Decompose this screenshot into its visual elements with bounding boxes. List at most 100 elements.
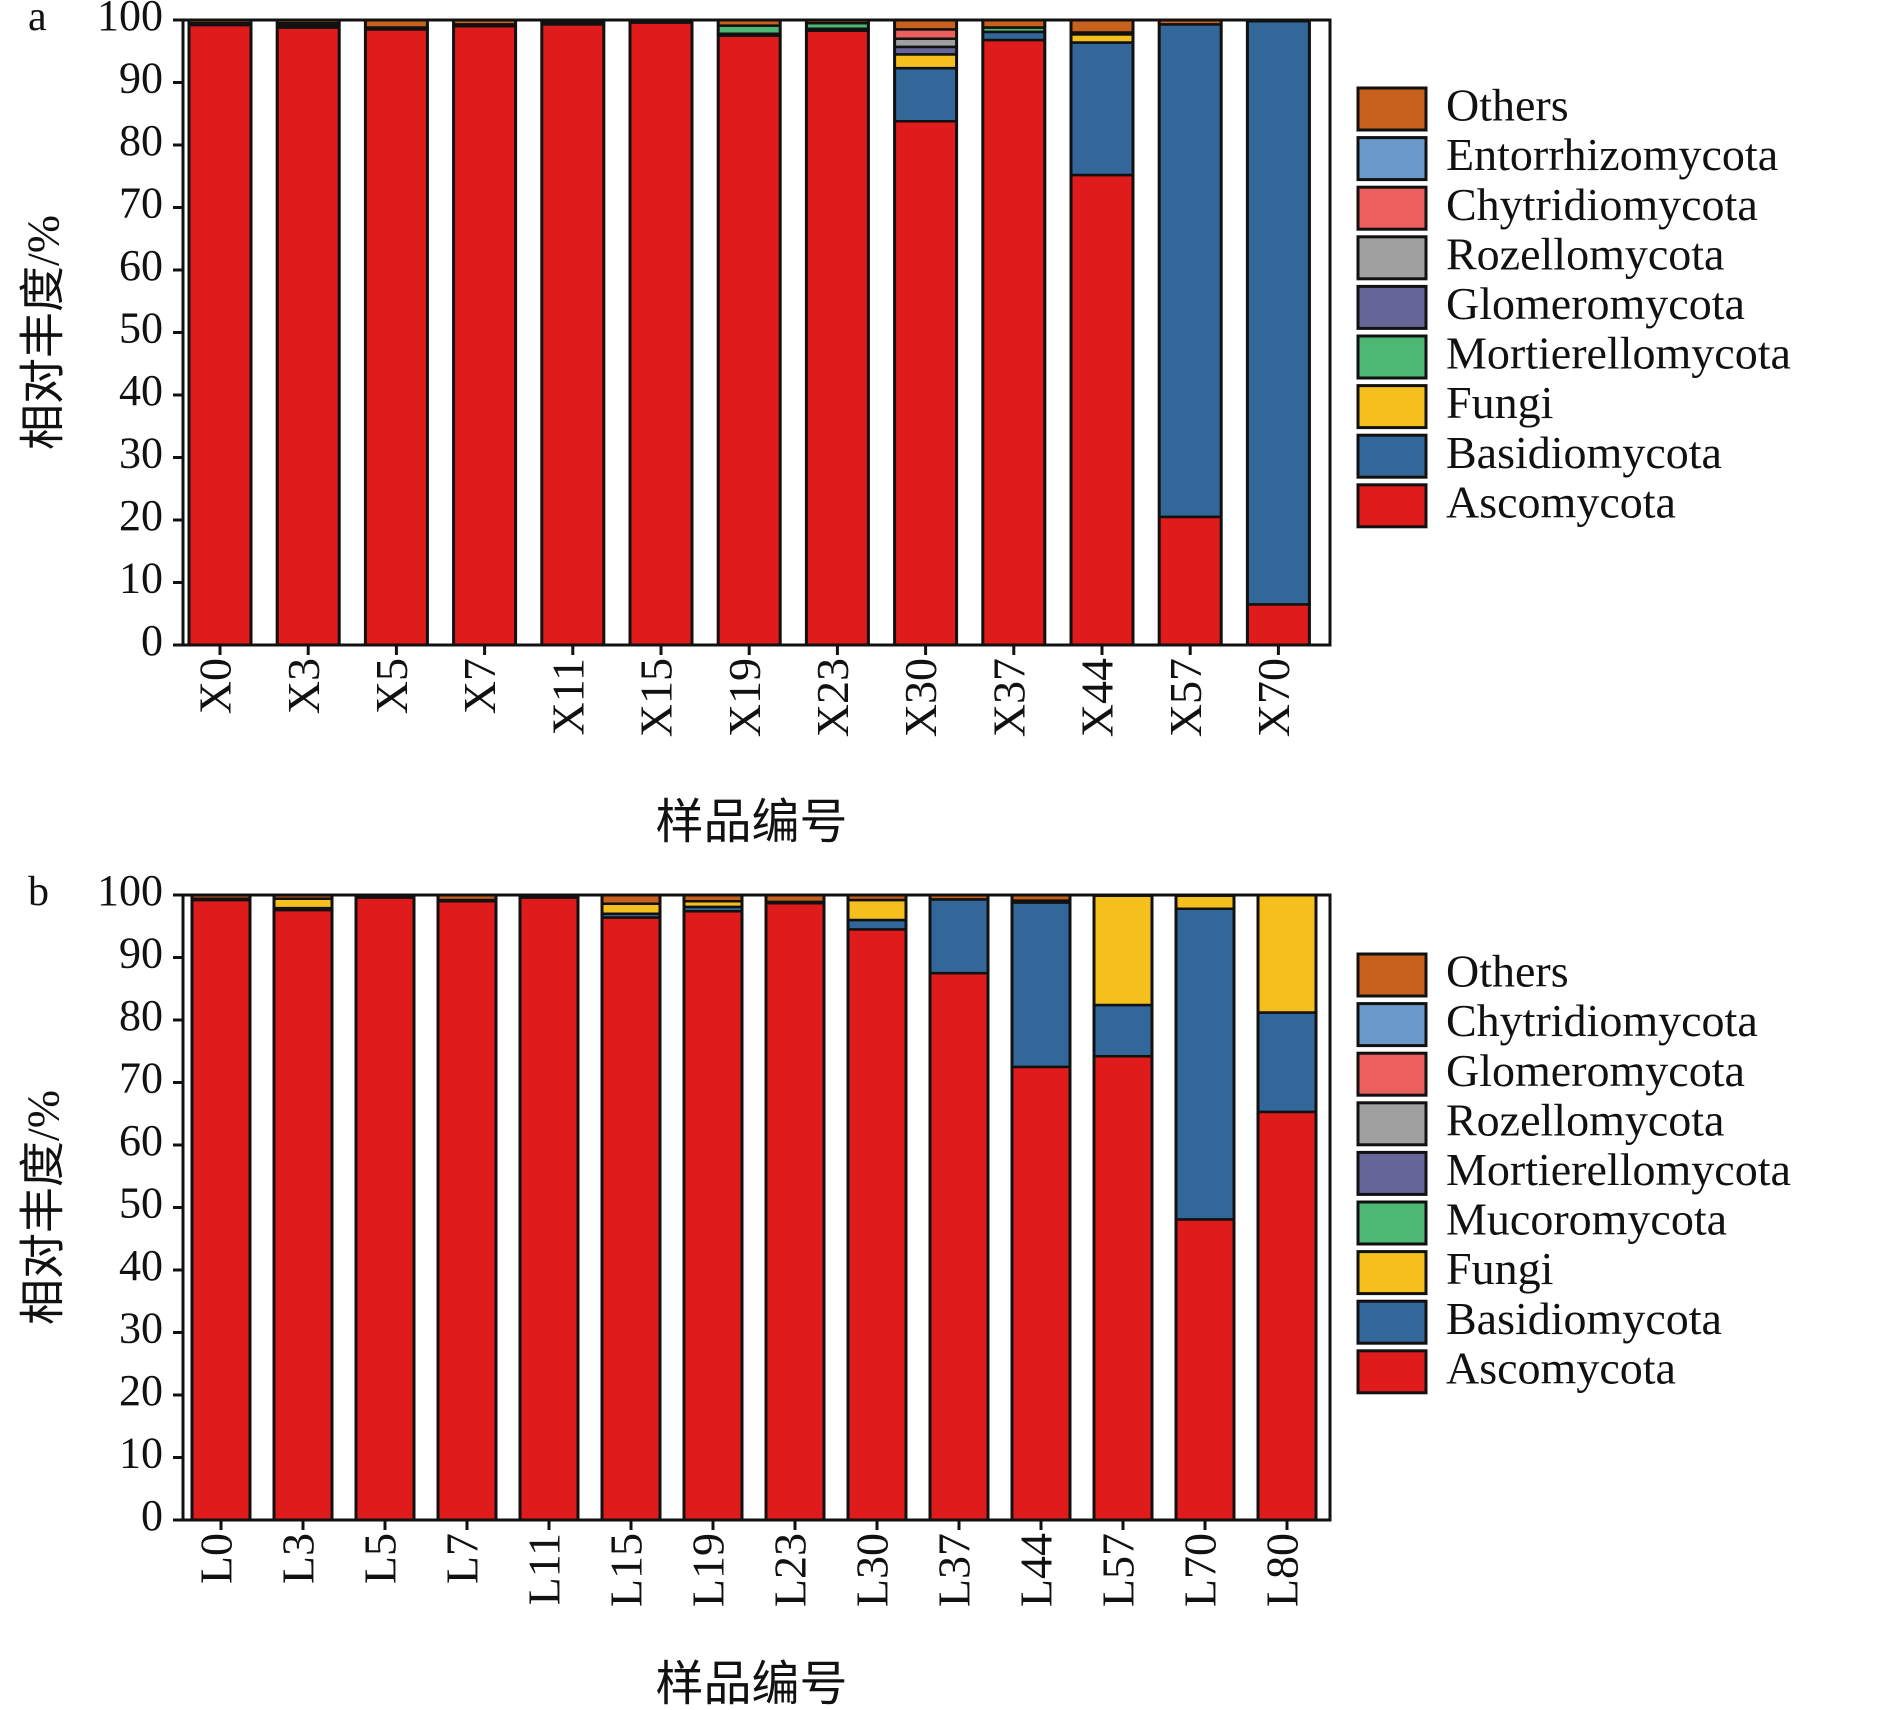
legend-label: Basidiomycota: [1446, 427, 1722, 478]
x-tick-label: L57: [1093, 1533, 1144, 1607]
panel-label: b: [28, 869, 49, 915]
y-tick-label: 100: [97, 0, 163, 40]
bar-segment: [846, 928, 908, 1522]
x-tick-label: X15: [631, 658, 682, 737]
bar-stack: [600, 893, 662, 1522]
x-tick-label: X11: [542, 658, 593, 736]
bar-segment: [1010, 901, 1072, 1069]
legend-label: Glomeromycota: [1446, 278, 1745, 329]
legend: OthersChytridiomycotaGlomeromycotaRozell…: [1356, 946, 1791, 1395]
legend-label: Ascomycota: [1446, 476, 1676, 527]
x-tick-label: X7: [454, 658, 505, 714]
bar-segment: [1092, 894, 1154, 1007]
x-tick-label: L23: [765, 1533, 816, 1607]
bar-stack: [804, 18, 870, 647]
legend-label: Rozellomycota: [1446, 228, 1724, 279]
y-tick-label: 70: [119, 179, 163, 228]
y-axis-label: 相对丰度/%: [18, 215, 69, 450]
y-tick-label: 10: [119, 1429, 163, 1478]
bar-segment: [1092, 1003, 1154, 1058]
bar-segment: [805, 29, 870, 647]
bar-segment: [272, 908, 334, 1522]
bar-stack: [354, 893, 416, 1522]
bar-stack: [363, 18, 429, 647]
bar-segment: [600, 916, 662, 1522]
bar-segment: [190, 898, 252, 1522]
bar-segment: [846, 898, 908, 922]
legend-label: Entorrhizomycota: [1446, 129, 1778, 180]
panel-label: a: [28, 0, 47, 40]
x-tick-label: L30: [847, 1533, 898, 1607]
legend-swatch: [1356, 284, 1428, 330]
bar-segment: [928, 971, 990, 1522]
bar-stack: [518, 893, 580, 1522]
bar-stack: [1069, 18, 1135, 647]
bar-segment: [1246, 20, 1311, 606]
legend-label: Glomeromycota: [1446, 1045, 1745, 1096]
bar-stack: [452, 18, 518, 647]
bar-segment: [1069, 41, 1135, 177]
bar-segment: [893, 53, 958, 70]
x-tick-label: L0: [191, 1533, 242, 1584]
y-axis-label: 相对丰度/%: [18, 1090, 69, 1325]
bar-stack: [764, 893, 826, 1522]
x-tick-label: L70: [1175, 1533, 1226, 1607]
chart-panel-a: a 相对丰度/% 0 10 20 30 40 50 60 70 80 90 100 X0 X3 X5 X7 X11…: [18, 0, 1791, 849]
legend-swatch: [1356, 185, 1428, 231]
x-tick-label: L5: [355, 1533, 406, 1584]
legend-label: Chytridiomycota: [1446, 179, 1758, 230]
legend-item: Fungi: [1356, 377, 1553, 430]
legend-item: Mucoromycota: [1356, 1194, 1727, 1246]
legend-swatch: [1356, 1250, 1428, 1296]
legend-swatch: [1356, 384, 1428, 430]
bar-stack: [187, 18, 253, 647]
legend-item: Basidiomycota: [1356, 427, 1722, 479]
bar-stack: [540, 18, 606, 647]
bar-stack: [272, 893, 334, 1522]
legend-swatch: [1356, 1150, 1428, 1196]
x-tick-label: X3: [278, 658, 329, 714]
legend-item: Others: [1356, 946, 1569, 998]
x-tick-label: L80: [1257, 1533, 1308, 1607]
bar-stack: [628, 18, 694, 647]
legend-item: Others: [1356, 80, 1569, 132]
bar-stack: [190, 893, 252, 1522]
bar-segment: [436, 900, 498, 1522]
x-tick-label: X5: [366, 658, 417, 714]
legend-swatch: [1356, 86, 1428, 132]
legend-item: Glomeromycota: [1356, 278, 1745, 330]
bar-segment: [981, 38, 1047, 647]
bar-segment: [1174, 907, 1236, 1221]
bar-stack: [928, 893, 990, 1522]
legend-item: Fungi: [1356, 1243, 1553, 1296]
bar-segment: [846, 918, 908, 931]
y-tick-label: 30: [119, 1304, 163, 1353]
bar-segment: [364, 28, 429, 647]
bar-segment: [600, 902, 662, 915]
y-tick-label: 50: [119, 1179, 163, 1228]
legend-swatch: [1356, 235, 1428, 281]
bar-segment: [452, 25, 517, 647]
bar-stack: [1174, 893, 1236, 1522]
bar-stack: [846, 893, 908, 1522]
legend-label: Ascomycota: [1446, 1342, 1676, 1393]
legend-swatch: [1356, 952, 1428, 998]
y-tick-label: 20: [119, 1366, 163, 1415]
bar-stack: [1245, 18, 1311, 647]
legend-swatch: [1356, 483, 1428, 529]
bar-segment: [275, 26, 341, 647]
y-tick-label: 0: [141, 1491, 163, 1540]
bar-segment: [1256, 1011, 1318, 1114]
bar-stack: [275, 18, 341, 647]
legend-item: Mortierellomycota: [1356, 328, 1791, 380]
bar-stack: [436, 893, 498, 1522]
x-tick-label: X37: [983, 658, 1034, 737]
y-tick-label: 60: [119, 241, 163, 290]
x-tick-label: X57: [1160, 658, 1211, 737]
bar-segment: [1256, 893, 1318, 1014]
x-tick-label: X70: [1248, 658, 1299, 737]
y-tick-label: 10: [119, 554, 163, 603]
legend-swatch: [1356, 1002, 1428, 1048]
bar-segment: [893, 120, 958, 647]
